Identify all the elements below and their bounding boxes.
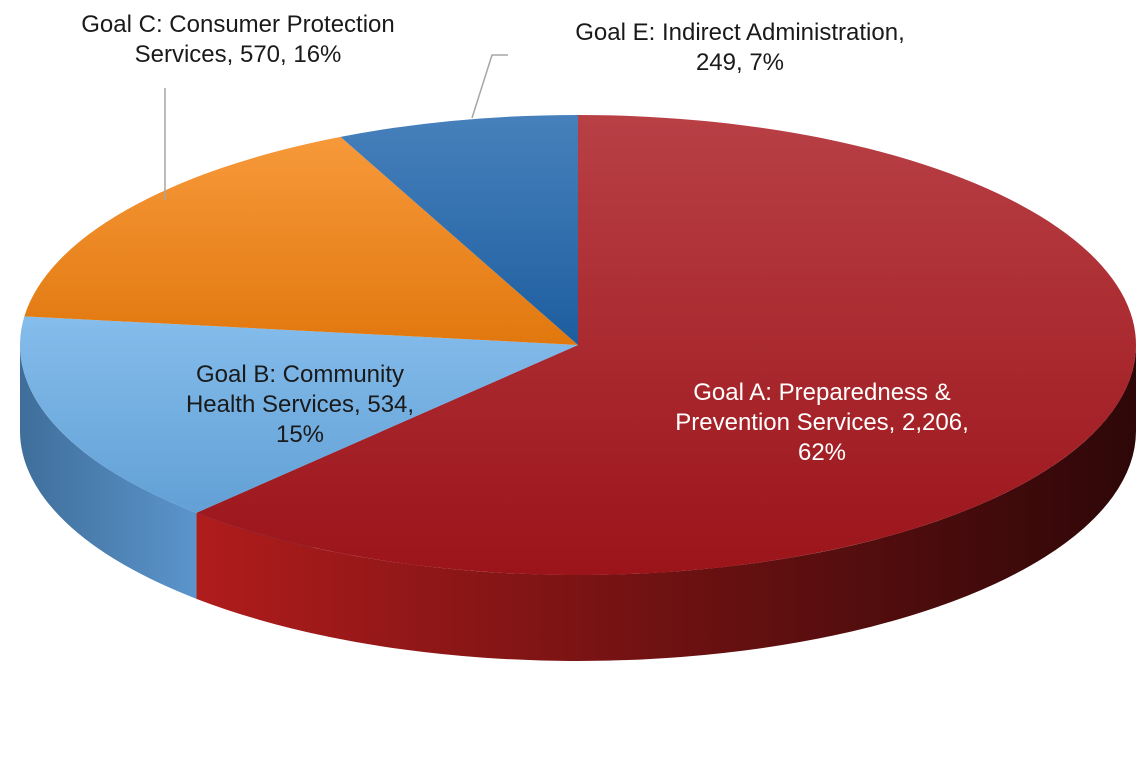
data-label-goal-a-preparedness-prevention-services: Goal A: Preparedness & Prevention Service… xyxy=(675,379,969,466)
pie-side-goal-a-preparedness-prevention-services xyxy=(196,345,1136,662)
pie-side-goal-b-community-health-services xyxy=(20,345,197,599)
pie-slice-goal-c-consumer-protection-services[interactable] xyxy=(24,136,579,345)
data-label-goal-b-community-health-services: Goal B: Community Health Services, 534, 15… xyxy=(186,361,414,448)
pie-slice-goal-e-indirect-administration[interactable] xyxy=(340,115,578,345)
data-label-goal-e-indirect-administration: Goal E: Indirect Administration, 249, 7% xyxy=(575,19,904,76)
data-label-goal-c-consumer-protection-services: Goal C: Consumer Protection Services, 570… xyxy=(81,11,394,68)
pie-slice-goal-a-preparedness-prevention-services[interactable] xyxy=(196,115,1136,575)
leader-line-goal-e-indirect-administration xyxy=(471,54,508,119)
pie-slice-goal-b-community-health-services[interactable] xyxy=(19,316,578,513)
